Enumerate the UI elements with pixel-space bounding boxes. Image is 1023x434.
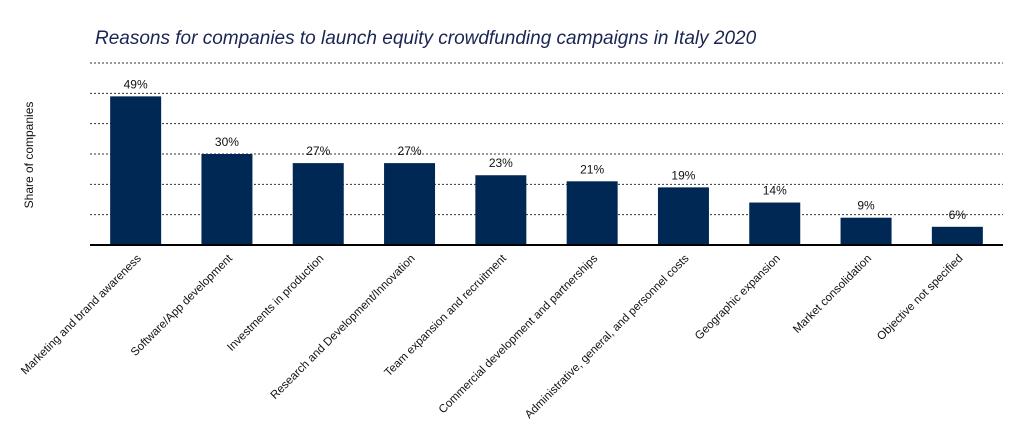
bar [384,163,436,245]
x-tick-label: Commercial development and partnerships [437,252,601,416]
value-label: 30% [215,135,239,149]
x-tick-label: Geographic expansion [693,253,783,343]
bar [840,217,892,245]
x-tick-label: Market consolidation [791,253,874,336]
value-label: 19% [671,168,695,182]
x-tick-label: Objective not specified [875,253,965,343]
bar [749,202,801,245]
chart-title: Reasons for companies to launch equity c… [95,28,757,49]
value-label: 9% [857,199,875,213]
bar [110,96,162,245]
value-label: 27% [398,144,422,158]
value-label: 6% [949,208,967,222]
x-tick-label: Administrative, general, and personnel c… [523,252,692,421]
x-tick-label: Software/App development [129,252,236,359]
x-tick-label: Marketing and brand awareness [19,252,144,377]
bar [931,226,983,245]
value-label: 49% [124,77,148,91]
value-label: 27% [306,144,330,158]
bar [566,181,618,245]
value-label: 14% [763,184,787,198]
bar [657,187,709,245]
value-label: 23% [489,156,513,170]
x-tick-label: Investments in production [225,253,326,354]
bar [292,163,344,245]
value-label: 21% [580,162,604,176]
bar [201,154,253,245]
y-axis-label: Share of companies [22,102,36,209]
x-tick-label: Research and Development/Innovation [269,253,418,402]
bar [475,175,527,245]
